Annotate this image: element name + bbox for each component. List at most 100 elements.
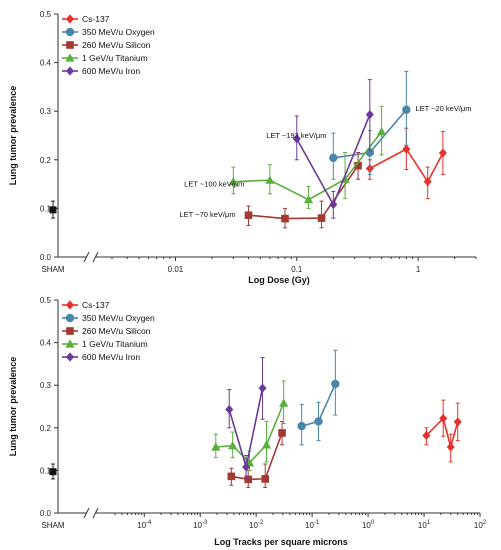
axis-break-mark — [92, 251, 99, 263]
legend-label: 350 MeV/u Oxygen — [82, 27, 155, 37]
data-point — [228, 177, 238, 186]
y-tick-label: 0.2 — [40, 424, 52, 433]
x-tick-base: 10 — [418, 521, 427, 530]
legend-label: 1 GeV/u Titanium — [82, 339, 148, 349]
y-tick-label: 0.0 — [40, 253, 52, 262]
legend-item: 260 MeV/u Silicon — [62, 326, 151, 336]
data-point — [329, 199, 338, 210]
x-tick-base: 10 — [137, 521, 146, 530]
legend-marker — [66, 41, 74, 49]
data-point — [331, 379, 340, 389]
data-point — [303, 195, 314, 204]
data-point — [446, 442, 455, 452]
x-tick-label: 0.01 — [168, 265, 184, 274]
x-tick-base: 1 — [416, 265, 421, 274]
legend-label: Cs-137 — [82, 300, 110, 310]
data-point — [402, 105, 411, 114]
bottom-chart-panel: 0.00.10.20.30.40.510-4 10-3 10-2 10-1 100 101… — [8, 296, 487, 547]
data-point — [297, 421, 306, 431]
series-line — [425, 416, 459, 451]
data-point — [453, 417, 462, 427]
x-tick-exponent: 1 — [427, 520, 431, 526]
x-tick-label: 0.1 — [291, 265, 303, 274]
x-tick-base: 10 — [474, 521, 483, 530]
legend-item: 1 GeV/u Titanium — [62, 53, 148, 63]
y-axis-label: Lung tumor prevalence — [8, 357, 18, 457]
x-tick-label: 1 — [416, 265, 421, 274]
y-tick-label: 0.5 — [40, 10, 52, 19]
x-tick-base: 0.1 — [291, 265, 303, 274]
data-point — [365, 110, 374, 120]
sham-tick-label: SHAM — [41, 521, 64, 530]
x-axis-label: Log Dose (Gy) — [248, 275, 310, 285]
x-axis-label: Log Tracks per square microns — [214, 537, 348, 547]
legend-label: 1 GeV/u Titanium — [82, 53, 148, 63]
x-tick-base: 0.01 — [168, 265, 184, 274]
legend-marker — [65, 27, 75, 37]
data-point — [261, 440, 272, 449]
y-tick-label: 0.4 — [40, 59, 52, 68]
let-annotation: LET ~193 keV/μm — [266, 131, 326, 140]
legend-item: 600 MeV/u Iron — [62, 66, 140, 76]
data-point — [242, 462, 251, 472]
legend-marker — [65, 313, 75, 323]
x-tick-label: 10-4 — [137, 520, 152, 530]
series-line — [248, 165, 359, 220]
series-4 — [292, 79, 374, 219]
x-tick-label: 10-2 — [249, 520, 264, 530]
data-point — [211, 442, 221, 451]
data-point — [278, 429, 286, 437]
let-annotation: LET ~20 keV/μm — [415, 104, 471, 113]
y-tick-label: 0.4 — [40, 339, 52, 348]
legend-marker — [66, 66, 74, 76]
data-point — [317, 214, 326, 222]
data-point — [227, 472, 236, 481]
series-1 — [329, 70, 411, 180]
x-tick-label: 100 — [362, 520, 375, 530]
x-tick-exponent: -4 — [146, 520, 152, 526]
legend-marker — [66, 352, 74, 362]
legend-marker — [66, 14, 74, 24]
y-tick-label: 0.1 — [40, 466, 52, 475]
data-point — [279, 398, 289, 407]
data-point — [228, 441, 238, 450]
let-annotation: LET ~100 keV/μm — [184, 180, 244, 189]
series-line — [369, 148, 444, 184]
data-point — [265, 175, 275, 184]
y-tick-label: 0.3 — [40, 381, 52, 390]
data-point — [281, 214, 289, 223]
legend-label: 260 MeV/u Silicon — [82, 40, 151, 50]
data-point — [244, 211, 253, 220]
data-point — [376, 127, 387, 136]
x-tick-exponent: -3 — [202, 520, 208, 526]
legend-marker — [66, 327, 74, 335]
series-1 — [297, 349, 340, 446]
y-tick-label: 0.1 — [40, 204, 52, 213]
x-tick-base: 10 — [249, 521, 258, 530]
legend-item: 1 GeV/u Titanium — [62, 339, 148, 349]
legend-label: 260 MeV/u Silicon — [82, 326, 151, 336]
legend-marker — [65, 339, 75, 348]
legend-marker — [66, 300, 74, 310]
data-point — [438, 148, 447, 158]
x-tick-label: 10-3 — [193, 520, 208, 530]
series-2 — [227, 420, 286, 488]
legend-item: 260 MeV/u Silicon — [62, 40, 151, 50]
data-point — [422, 430, 431, 441]
x-tick-exponent: -1 — [314, 520, 320, 526]
data-point — [329, 153, 338, 163]
legend-label: Cs-137 — [82, 14, 110, 24]
data-point — [354, 161, 362, 170]
x-tick-label: 101 — [418, 520, 431, 530]
series-2 — [244, 152, 362, 229]
axis-break-mark — [92, 507, 99, 519]
legend-item: 350 MeV/u Oxygen — [62, 313, 155, 323]
let-annotation: LET ~70 keV/μm — [179, 210, 235, 219]
x-tick-label: 10-1 — [305, 520, 320, 530]
data-point — [225, 404, 234, 415]
x-tick-exponent: 0 — [371, 520, 375, 526]
data-point — [314, 417, 323, 426]
legend-label: 600 MeV/u Iron — [82, 352, 140, 362]
sham-tick-label: SHAM — [41, 265, 64, 274]
data-point — [292, 134, 301, 144]
